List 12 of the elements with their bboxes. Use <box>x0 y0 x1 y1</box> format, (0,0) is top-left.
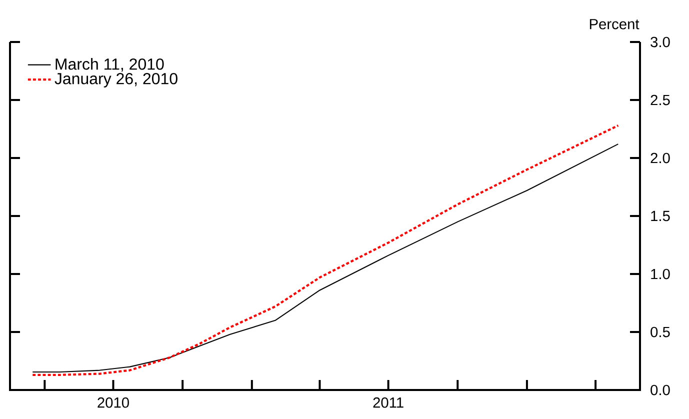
y-tick-label: 1.5 <box>651 210 670 222</box>
y-tick-label: 1.0 <box>651 268 670 280</box>
y-tick-label: 2.0 <box>650 152 670 164</box>
y-tick-label: 2.5 <box>650 94 670 106</box>
y-tick-label: 0.5 <box>650 326 670 338</box>
x-tick-label: 2011 <box>373 397 404 408</box>
x-tick-label: 2010 <box>98 397 129 408</box>
y-tick-label: 3.0 <box>650 36 670 48</box>
legend-label: March 11, 2010 <box>56 58 164 72</box>
y-tick-label: 0.0 <box>650 384 670 396</box>
y-axis-title: Percent <box>590 19 640 30</box>
legend-label: January 26, 2010 <box>54 72 178 88</box>
